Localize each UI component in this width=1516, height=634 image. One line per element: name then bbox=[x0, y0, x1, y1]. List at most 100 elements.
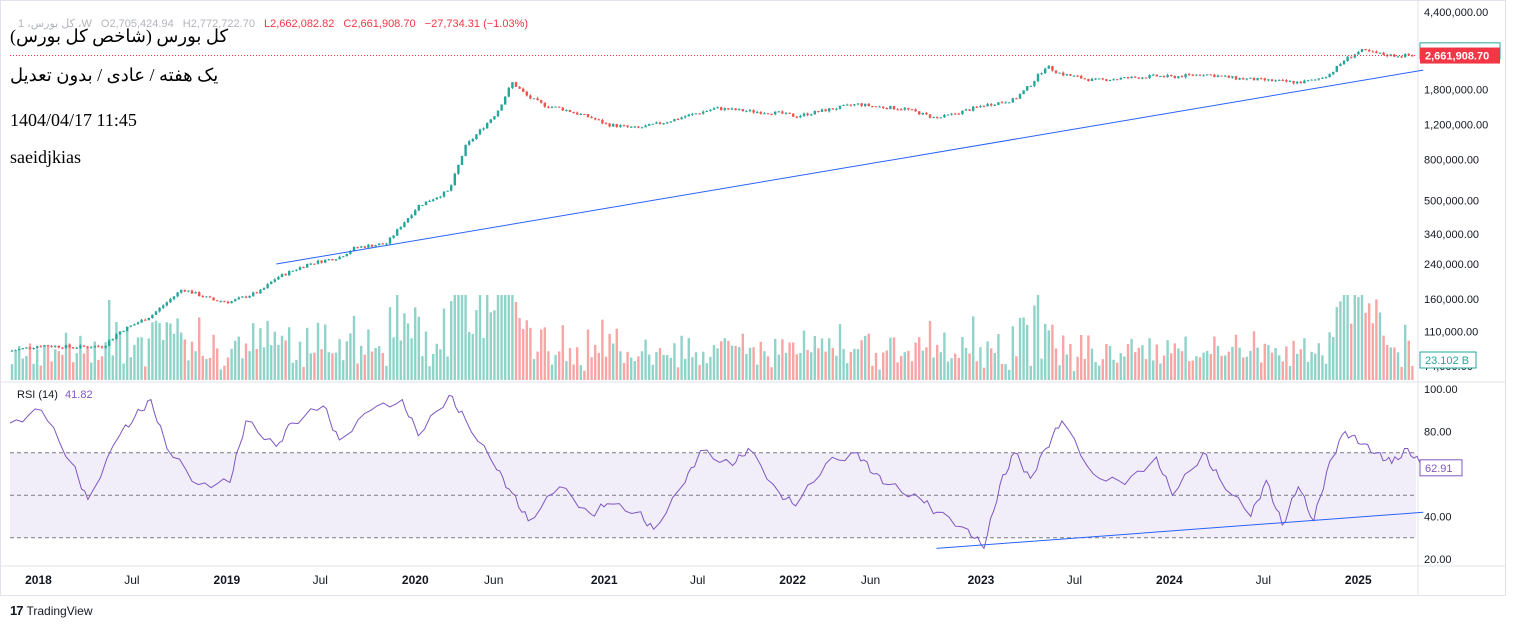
candle-body bbox=[1400, 56, 1403, 58]
candle-body bbox=[111, 338, 114, 341]
volume-bar bbox=[763, 351, 766, 380]
time-tick-label: Jul bbox=[124, 573, 139, 587]
price-axis[interactable]: 4,400,000.00 1,800,000.00 1,200,000.00 800,… bbox=[1419, 7, 1501, 373]
candle-body bbox=[1382, 52, 1385, 55]
volume-bar bbox=[550, 364, 554, 380]
volume-bar bbox=[414, 307, 417, 380]
rsi-axis[interactable]: 100.00 80.00 40.00 20.00 62.91 bbox=[1419, 384, 1463, 566]
candle-body bbox=[1209, 74, 1212, 76]
candle-body bbox=[331, 259, 334, 261]
volume-bar bbox=[597, 352, 600, 380]
volume-bar bbox=[1260, 362, 1263, 380]
volume-bar bbox=[1317, 343, 1320, 380]
volume-bar bbox=[136, 337, 140, 380]
volume-bar bbox=[154, 320, 158, 380]
candle-body bbox=[442, 191, 446, 197]
volume-bar bbox=[28, 343, 32, 380]
candle-body bbox=[1238, 78, 1241, 80]
candle-body bbox=[752, 110, 755, 113]
candle-body bbox=[1191, 74, 1194, 76]
candle-body bbox=[568, 110, 572, 113]
candle-body bbox=[763, 113, 766, 115]
candle-body bbox=[399, 227, 402, 230]
candle-body bbox=[669, 121, 672, 123]
candle-body bbox=[907, 108, 910, 110]
volume-bar bbox=[198, 317, 201, 380]
volume-bar bbox=[730, 345, 734, 380]
candle-body bbox=[694, 113, 698, 115]
candle-body bbox=[478, 129, 482, 135]
candle-body bbox=[1234, 76, 1238, 80]
rsi-legend: RSI (14) 41.82 bbox=[17, 389, 93, 401]
candle-body bbox=[162, 305, 165, 308]
volume-bar bbox=[748, 347, 752, 380]
candle-body bbox=[597, 119, 600, 121]
candle-body bbox=[961, 110, 964, 115]
candle-body bbox=[1245, 78, 1248, 80]
volume-bar bbox=[1202, 352, 1205, 380]
volume-bar bbox=[982, 367, 986, 380]
volume-bar bbox=[835, 355, 838, 380]
volume-bar bbox=[1137, 347, 1140, 380]
candle-body bbox=[1292, 81, 1295, 84]
candle-body bbox=[1346, 56, 1349, 61]
volume-bar bbox=[183, 339, 186, 380]
volume-bar bbox=[705, 363, 708, 380]
candle-body bbox=[1101, 78, 1104, 80]
volume-bar bbox=[399, 340, 402, 380]
time-axis[interactable]: 2018 Jul 2019 Jul 2020 Jun 2021 Jul 2022 Jun 2023 J… bbox=[25, 573, 1372, 587]
candle-body bbox=[1058, 72, 1061, 74]
candle-body bbox=[504, 96, 507, 105]
candle-body bbox=[1080, 76, 1083, 79]
candle-body bbox=[601, 119, 604, 124]
candle-body bbox=[1162, 76, 1166, 78]
volume-bar bbox=[140, 337, 143, 380]
candle-body bbox=[414, 210, 417, 216]
candle-body bbox=[54, 345, 57, 347]
volume-bar bbox=[313, 352, 316, 380]
volume-bar bbox=[615, 328, 618, 380]
candle-body bbox=[1242, 78, 1245, 80]
volume-bar bbox=[900, 355, 903, 380]
volume-bar bbox=[64, 332, 68, 380]
volume-bar bbox=[1209, 354, 1212, 380]
volume-bar bbox=[342, 360, 345, 380]
time-tick-label: 2018 bbox=[25, 573, 52, 587]
volume-bar bbox=[201, 355, 204, 380]
volume-bar bbox=[1270, 352, 1274, 380]
tradingview-logo[interactable]: 17 TradingView bbox=[10, 603, 93, 618]
candle-body bbox=[806, 113, 809, 116]
candle-body bbox=[1324, 77, 1328, 79]
volume-bar bbox=[1342, 295, 1346, 380]
candle-body bbox=[180, 289, 183, 293]
candle-body bbox=[453, 173, 456, 186]
candle-body bbox=[795, 116, 798, 118]
volume-bar bbox=[504, 295, 507, 380]
volume-bar bbox=[781, 339, 784, 380]
volume-bar bbox=[1357, 297, 1360, 380]
volume-bar bbox=[745, 354, 748, 380]
candle-body bbox=[118, 331, 122, 335]
candle-body bbox=[43, 345, 46, 347]
candle-body bbox=[637, 126, 640, 128]
candle-body bbox=[291, 270, 294, 272]
volume-bar bbox=[248, 351, 251, 380]
candle-body bbox=[115, 334, 118, 339]
volume-bar bbox=[158, 323, 161, 380]
volume-bar bbox=[590, 357, 593, 380]
volume-bar bbox=[849, 351, 852, 380]
volume-bar bbox=[57, 351, 60, 380]
volume-bar bbox=[806, 349, 809, 380]
candle-body bbox=[1263, 78, 1266, 81]
volume-bar bbox=[1231, 346, 1234, 380]
candle-body bbox=[468, 141, 471, 145]
volume-bar bbox=[259, 328, 262, 380]
volume-bar bbox=[486, 295, 489, 380]
candle-body bbox=[680, 117, 683, 120]
price-trendline[interactable] bbox=[276, 69, 1424, 265]
volume-bar bbox=[1058, 365, 1061, 380]
volume-bar bbox=[752, 347, 755, 380]
candle-body bbox=[1198, 74, 1202, 76]
